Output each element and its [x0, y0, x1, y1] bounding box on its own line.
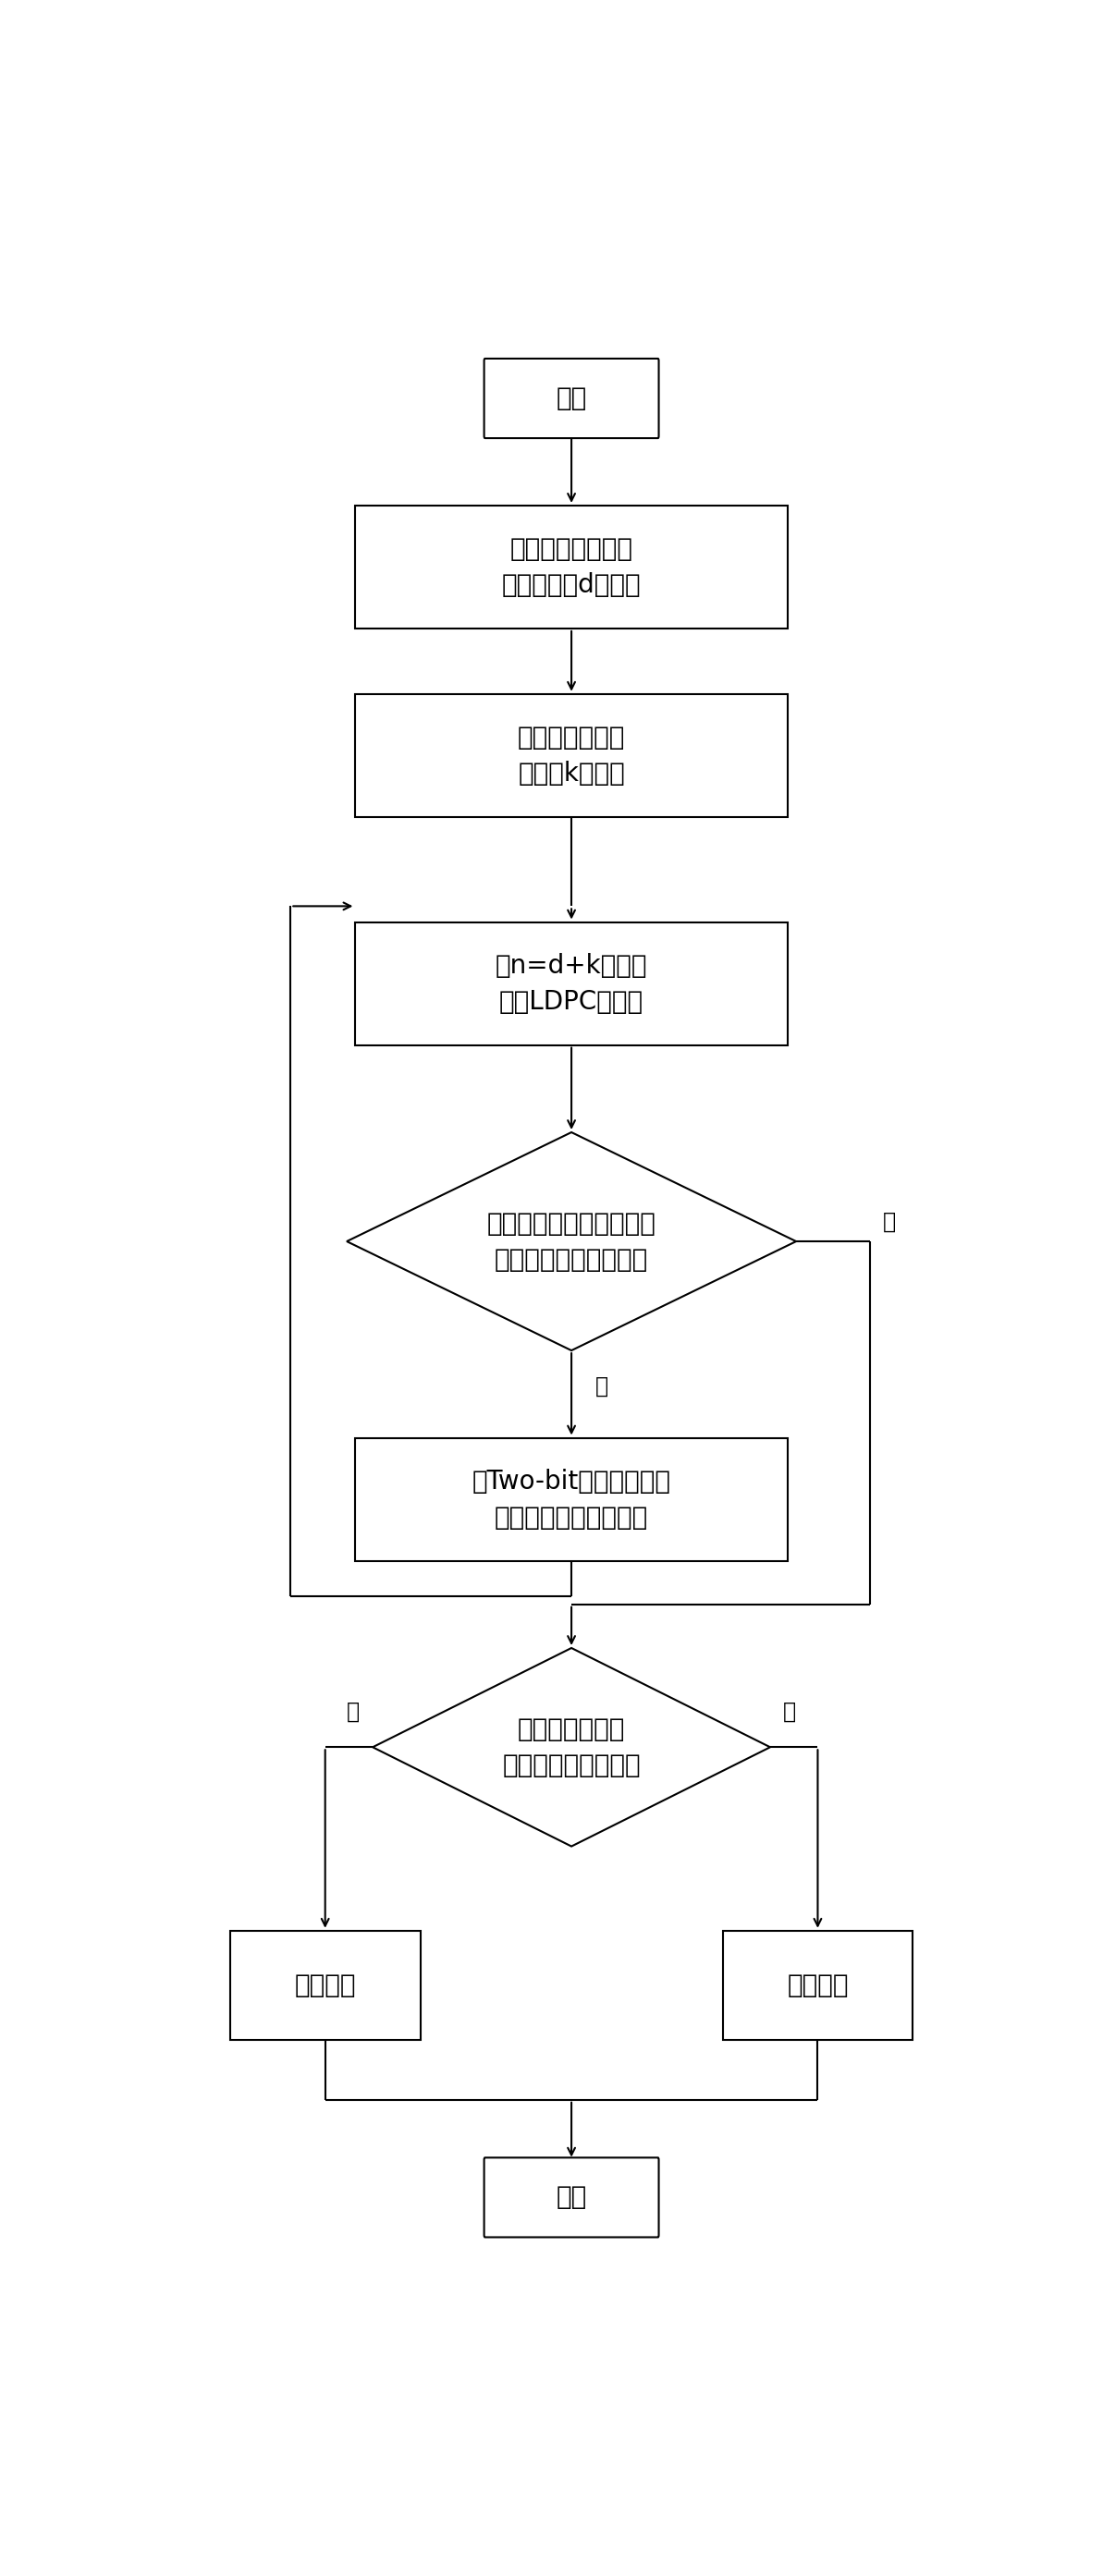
Text: 对n=d+k位信息
进行LDPC码译码: 对n=d+k位信息 进行LDPC码译码: [495, 953, 648, 1015]
Bar: [356, 1437, 787, 1561]
Bar: [723, 1929, 913, 2040]
Text: 否: 否: [783, 1700, 796, 1723]
Bar: [356, 505, 787, 629]
Text: 是: 是: [347, 1700, 360, 1723]
FancyBboxPatch shape: [484, 2159, 659, 2236]
Text: 开始: 开始: [556, 386, 586, 412]
Text: 随机避让: 随机避让: [294, 1973, 356, 1999]
Polygon shape: [347, 1133, 796, 1350]
Text: 结束: 结束: [556, 2184, 586, 2210]
FancyBboxPatch shape: [484, 358, 659, 438]
Text: 是: 是: [883, 1211, 895, 1234]
Bar: [356, 693, 787, 817]
Bar: [230, 1929, 420, 2040]
Text: 数据写回: 数据写回: [787, 1973, 849, 1999]
Text: 由Two-bit比特翻转算法
并行更新变量节点信息: 由Two-bit比特翻转算法 并行更新变量节点信息: [472, 1468, 671, 1530]
Text: 否: 否: [595, 1376, 609, 1396]
Text: 周期性地分批读取
存储单元中d位数据: 周期性地分批读取 存储单元中d位数据: [502, 536, 641, 598]
Text: 读取容错单元中
相应的k位信息: 读取容错单元中 相应的k位信息: [517, 724, 626, 786]
Bar: [356, 922, 787, 1046]
Text: 正确译码后检测
是否存在读写冲突？: 正确译码后检测 是否存在读写冲突？: [502, 1716, 641, 1777]
Polygon shape: [372, 1649, 770, 1847]
Text: 达到预设的最大迭代次数
或得到正确译码结果？: 达到预设的最大迭代次数 或得到正确译码结果？: [487, 1211, 656, 1273]
